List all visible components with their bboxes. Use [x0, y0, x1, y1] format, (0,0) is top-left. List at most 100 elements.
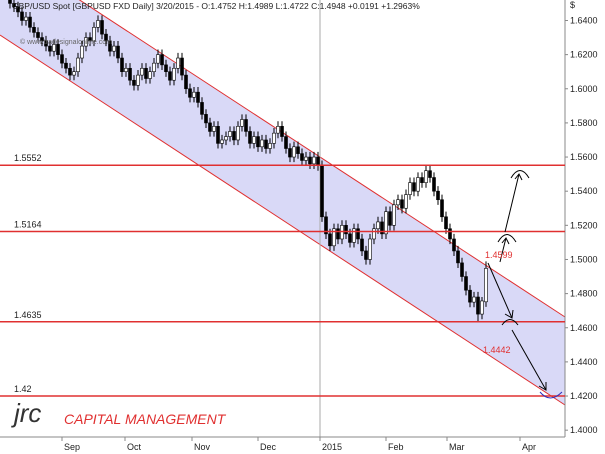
level-label: 1.5552: [14, 153, 42, 163]
candle-body: [72, 71, 76, 76]
candle-body: [280, 126, 284, 137]
watermark: © www.tradesignalonline.com: [20, 38, 112, 46]
candle-body: [184, 74, 188, 90]
candle-body: [64, 62, 68, 69]
arrow-target: [497, 234, 517, 243]
candle-body: [436, 190, 440, 201]
candle-body: [96, 20, 100, 28]
candle-body: [152, 62, 156, 72]
candle-body: [88, 37, 92, 42]
x-tick-label: 2015: [322, 442, 342, 452]
candle-body: [276, 126, 280, 134]
candle-body: [448, 228, 452, 240]
candle-body: [360, 238, 364, 252]
candle-body: [116, 45, 120, 59]
candle-body: [424, 170, 428, 183]
candle-body: [156, 54, 160, 64]
y-tick-label: 1.4000: [570, 425, 598, 435]
arrow: [511, 329, 547, 391]
channel-fill: [0, 0, 565, 405]
candle-body: [208, 122, 212, 132]
candle-body: [232, 131, 236, 141]
candle-body: [324, 216, 328, 235]
candle-body: [264, 139, 268, 149]
logo-text: CAPITAL MANAGEMENT: [64, 411, 227, 427]
candle-body: [248, 131, 252, 144]
candle-body: [268, 143, 272, 149]
candle-body: [472, 296, 476, 303]
x-tick-label: Oct: [127, 442, 142, 452]
candle-body: [136, 74, 140, 86]
annotation: 1.4599: [485, 250, 513, 260]
candle-body: [220, 139, 224, 144]
candle-body: [100, 20, 104, 35]
level-label: 1.4635: [14, 310, 42, 320]
candle-body: [84, 37, 88, 47]
candle-body: [16, 6, 20, 13]
arrow-head: [538, 382, 547, 391]
levels: 1.5552 1.5164 1.4635 1.42: [0, 153, 565, 397]
arrow-head: [514, 173, 523, 181]
arrow-head: [504, 309, 514, 319]
candle-body: [400, 199, 404, 209]
candle-body: [444, 216, 448, 230]
candle-body: [60, 54, 64, 64]
candle-body: [160, 54, 164, 66]
candle-body: [256, 136, 260, 148]
candle-body: [296, 146, 300, 154]
candle-body: [376, 221, 380, 230]
candle-body: [76, 57, 80, 72]
candle-body: [108, 40, 112, 52]
candle-body: [292, 146, 296, 158]
candle-body: [284, 136, 288, 149]
candle-body: [188, 88, 192, 98]
y-tick-label: 1.4800: [570, 289, 598, 299]
arrow-target: [501, 319, 519, 326]
candle-body: [464, 276, 468, 291]
y-tick-label: 1.6200: [570, 50, 598, 60]
candle-body: [52, 44, 56, 52]
candle-body: [312, 156, 316, 165]
candle-body: [244, 119, 248, 132]
candle-body: [304, 156, 308, 161]
channel-lower: [0, 34, 566, 406]
candle-body: [476, 296, 480, 315]
candle-body: [36, 32, 40, 38]
candle-body: [384, 211, 388, 235]
candle-body: [356, 228, 360, 240]
candle-body: [404, 194, 408, 209]
arrow-target: [510, 170, 530, 179]
candle-body: [412, 182, 416, 192]
candle-body: [192, 91, 196, 98]
candle-body: [344, 225, 348, 235]
candle-body: [80, 45, 84, 59]
candle-body: [408, 182, 412, 195]
candle-body: [40, 37, 44, 42]
candle-body: [348, 233, 352, 243]
candle-body: [48, 45, 52, 52]
candle-body: [432, 177, 436, 192]
candle-body: [144, 67, 148, 79]
candle-body: [12, 3, 16, 8]
candle-body: [24, 16, 28, 21]
candle-body: [180, 57, 184, 76]
candle-body: [480, 300, 484, 315]
y-tick-label: 1.4200: [570, 391, 598, 401]
candle-body: [56, 44, 60, 55]
candle-body: [352, 228, 356, 243]
candle-body: [112, 45, 116, 52]
candle-body: [260, 139, 264, 148]
candle-body: [28, 16, 32, 28]
candle-body: [416, 177, 420, 192]
candle-body: [120, 57, 124, 72]
candle-body: [68, 67, 72, 76]
candle-body: [128, 67, 132, 81]
candle-body: [228, 131, 232, 137]
candle-body: [224, 136, 228, 141]
candle-body: [20, 11, 24, 21]
arrow-target: [539, 391, 563, 399]
y-tick-label: 1.4400: [570, 357, 598, 367]
candle-body: [204, 114, 208, 124]
